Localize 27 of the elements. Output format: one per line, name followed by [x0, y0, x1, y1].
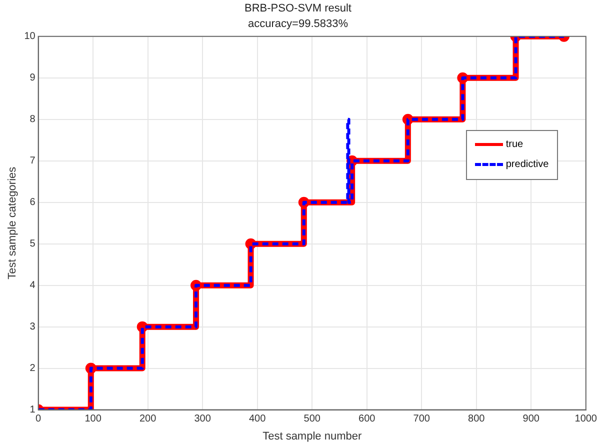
- legend-label: true: [506, 139, 524, 150]
- y-tick-label: 9: [30, 72, 36, 84]
- chart-title: BRB-PSO-SVM result: [244, 2, 352, 15]
- x-tick-label: 100: [84, 414, 102, 425]
- y-tick-label: 10: [24, 31, 36, 42]
- x-tick-label: 500: [304, 414, 321, 425]
- y-tick-label: 7: [30, 156, 36, 167]
- y-axis-title: Test sample categories: [6, 166, 19, 280]
- x-tick-label: 0: [36, 414, 42, 425]
- y-tick-label: 2: [30, 363, 36, 374]
- y-tick-label: 4: [30, 280, 36, 292]
- x-tick-label: 300: [194, 414, 212, 425]
- chart-subtitle: accuracy=99.5833%: [248, 18, 348, 30]
- y-tick-label: 3: [30, 322, 36, 333]
- x-tick-label: 900: [522, 414, 540, 425]
- y-tick-label: 5: [30, 238, 36, 250]
- x-tick-label: 600: [358, 414, 376, 425]
- x-tick-label: 1000: [574, 414, 598, 425]
- y-tick-label: 6: [30, 197, 36, 208]
- x-axis-title: Test sample number: [262, 430, 362, 442]
- legend-label: predictive: [506, 159, 549, 170]
- y-tick-label: 1: [30, 404, 36, 416]
- x-tick-label: 400: [249, 414, 266, 425]
- x-tick-label: 800: [468, 414, 486, 425]
- y-tick-label: 8: [30, 114, 36, 126]
- x-tick-label: 200: [139, 414, 157, 425]
- x-tick-label: 700: [413, 414, 430, 425]
